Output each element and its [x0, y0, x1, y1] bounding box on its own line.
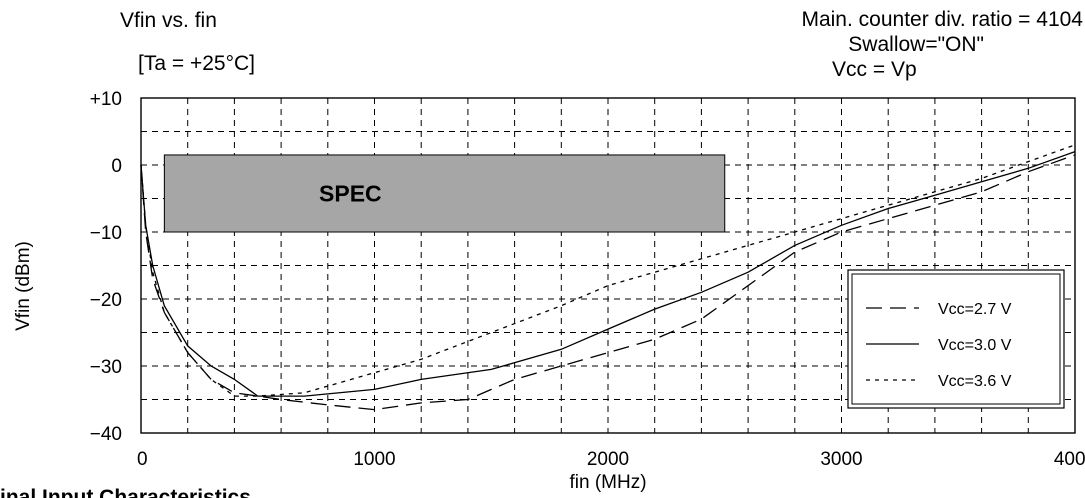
- x-tick-label: 4000: [1054, 449, 1085, 470]
- note-div-ratio: Main. counter div. ratio = 4104: [801, 8, 1083, 31]
- y-axis-label: Vfin (dBm): [13, 241, 34, 331]
- x-tick-label: 3000: [820, 449, 862, 470]
- y-tick-label: −40: [90, 424, 122, 445]
- legend: Vcc=2.7 V Vcc=3.0 V Vcc=3.6 V: [847, 269, 1065, 409]
- x-axis-ticks: 0 1000 2000 3000 4000: [137, 449, 1085, 470]
- x-tick-label: 1000: [353, 449, 395, 470]
- x-axis-label: fin (MHz): [569, 472, 646, 493]
- series-line-1: [140, 154, 1076, 411]
- spec-region: [163, 154, 726, 233]
- note-swallow: Swallow="ON": [848, 33, 984, 56]
- y-tick-label: 0: [111, 156, 122, 177]
- y-tick-label: −30: [90, 357, 122, 378]
- y-tick-label: −20: [90, 290, 122, 311]
- section-heading: inal Input Characteristics: [0, 486, 251, 498]
- plot-frame: [140, 97, 1076, 434]
- y-tick-label: +10: [90, 89, 122, 110]
- legend-label-3: Vcc=3.6 V: [938, 373, 1012, 390]
- spec-label: SPEC: [319, 180, 382, 206]
- y-axis-ticks: +10 0 −10 −20 −30 −40: [90, 89, 122, 445]
- series-line-2: [140, 150, 1076, 397]
- note-vcc: Vcc = Vp: [832, 58, 917, 81]
- chart-title: Vfin vs. fin: [120, 9, 217, 32]
- x-tick-label: 0: [137, 449, 148, 470]
- condition-label: [Ta = +25°C]: [138, 52, 255, 75]
- legend-label-2: Vcc=3.0 V: [938, 337, 1012, 354]
- legend-label-1: Vcc=2.7 V: [938, 301, 1012, 318]
- x-tick-label: 2000: [587, 449, 629, 470]
- y-tick-label: −10: [90, 223, 122, 244]
- series-lines: [140, 144, 1076, 411]
